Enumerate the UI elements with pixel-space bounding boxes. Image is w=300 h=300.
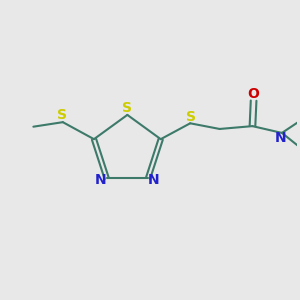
Text: N: N — [148, 172, 160, 187]
Text: S: S — [57, 108, 67, 122]
Text: S: S — [186, 110, 196, 124]
Text: N: N — [95, 172, 107, 187]
Text: O: O — [248, 87, 260, 101]
Text: N: N — [275, 131, 286, 145]
Text: S: S — [122, 101, 132, 115]
